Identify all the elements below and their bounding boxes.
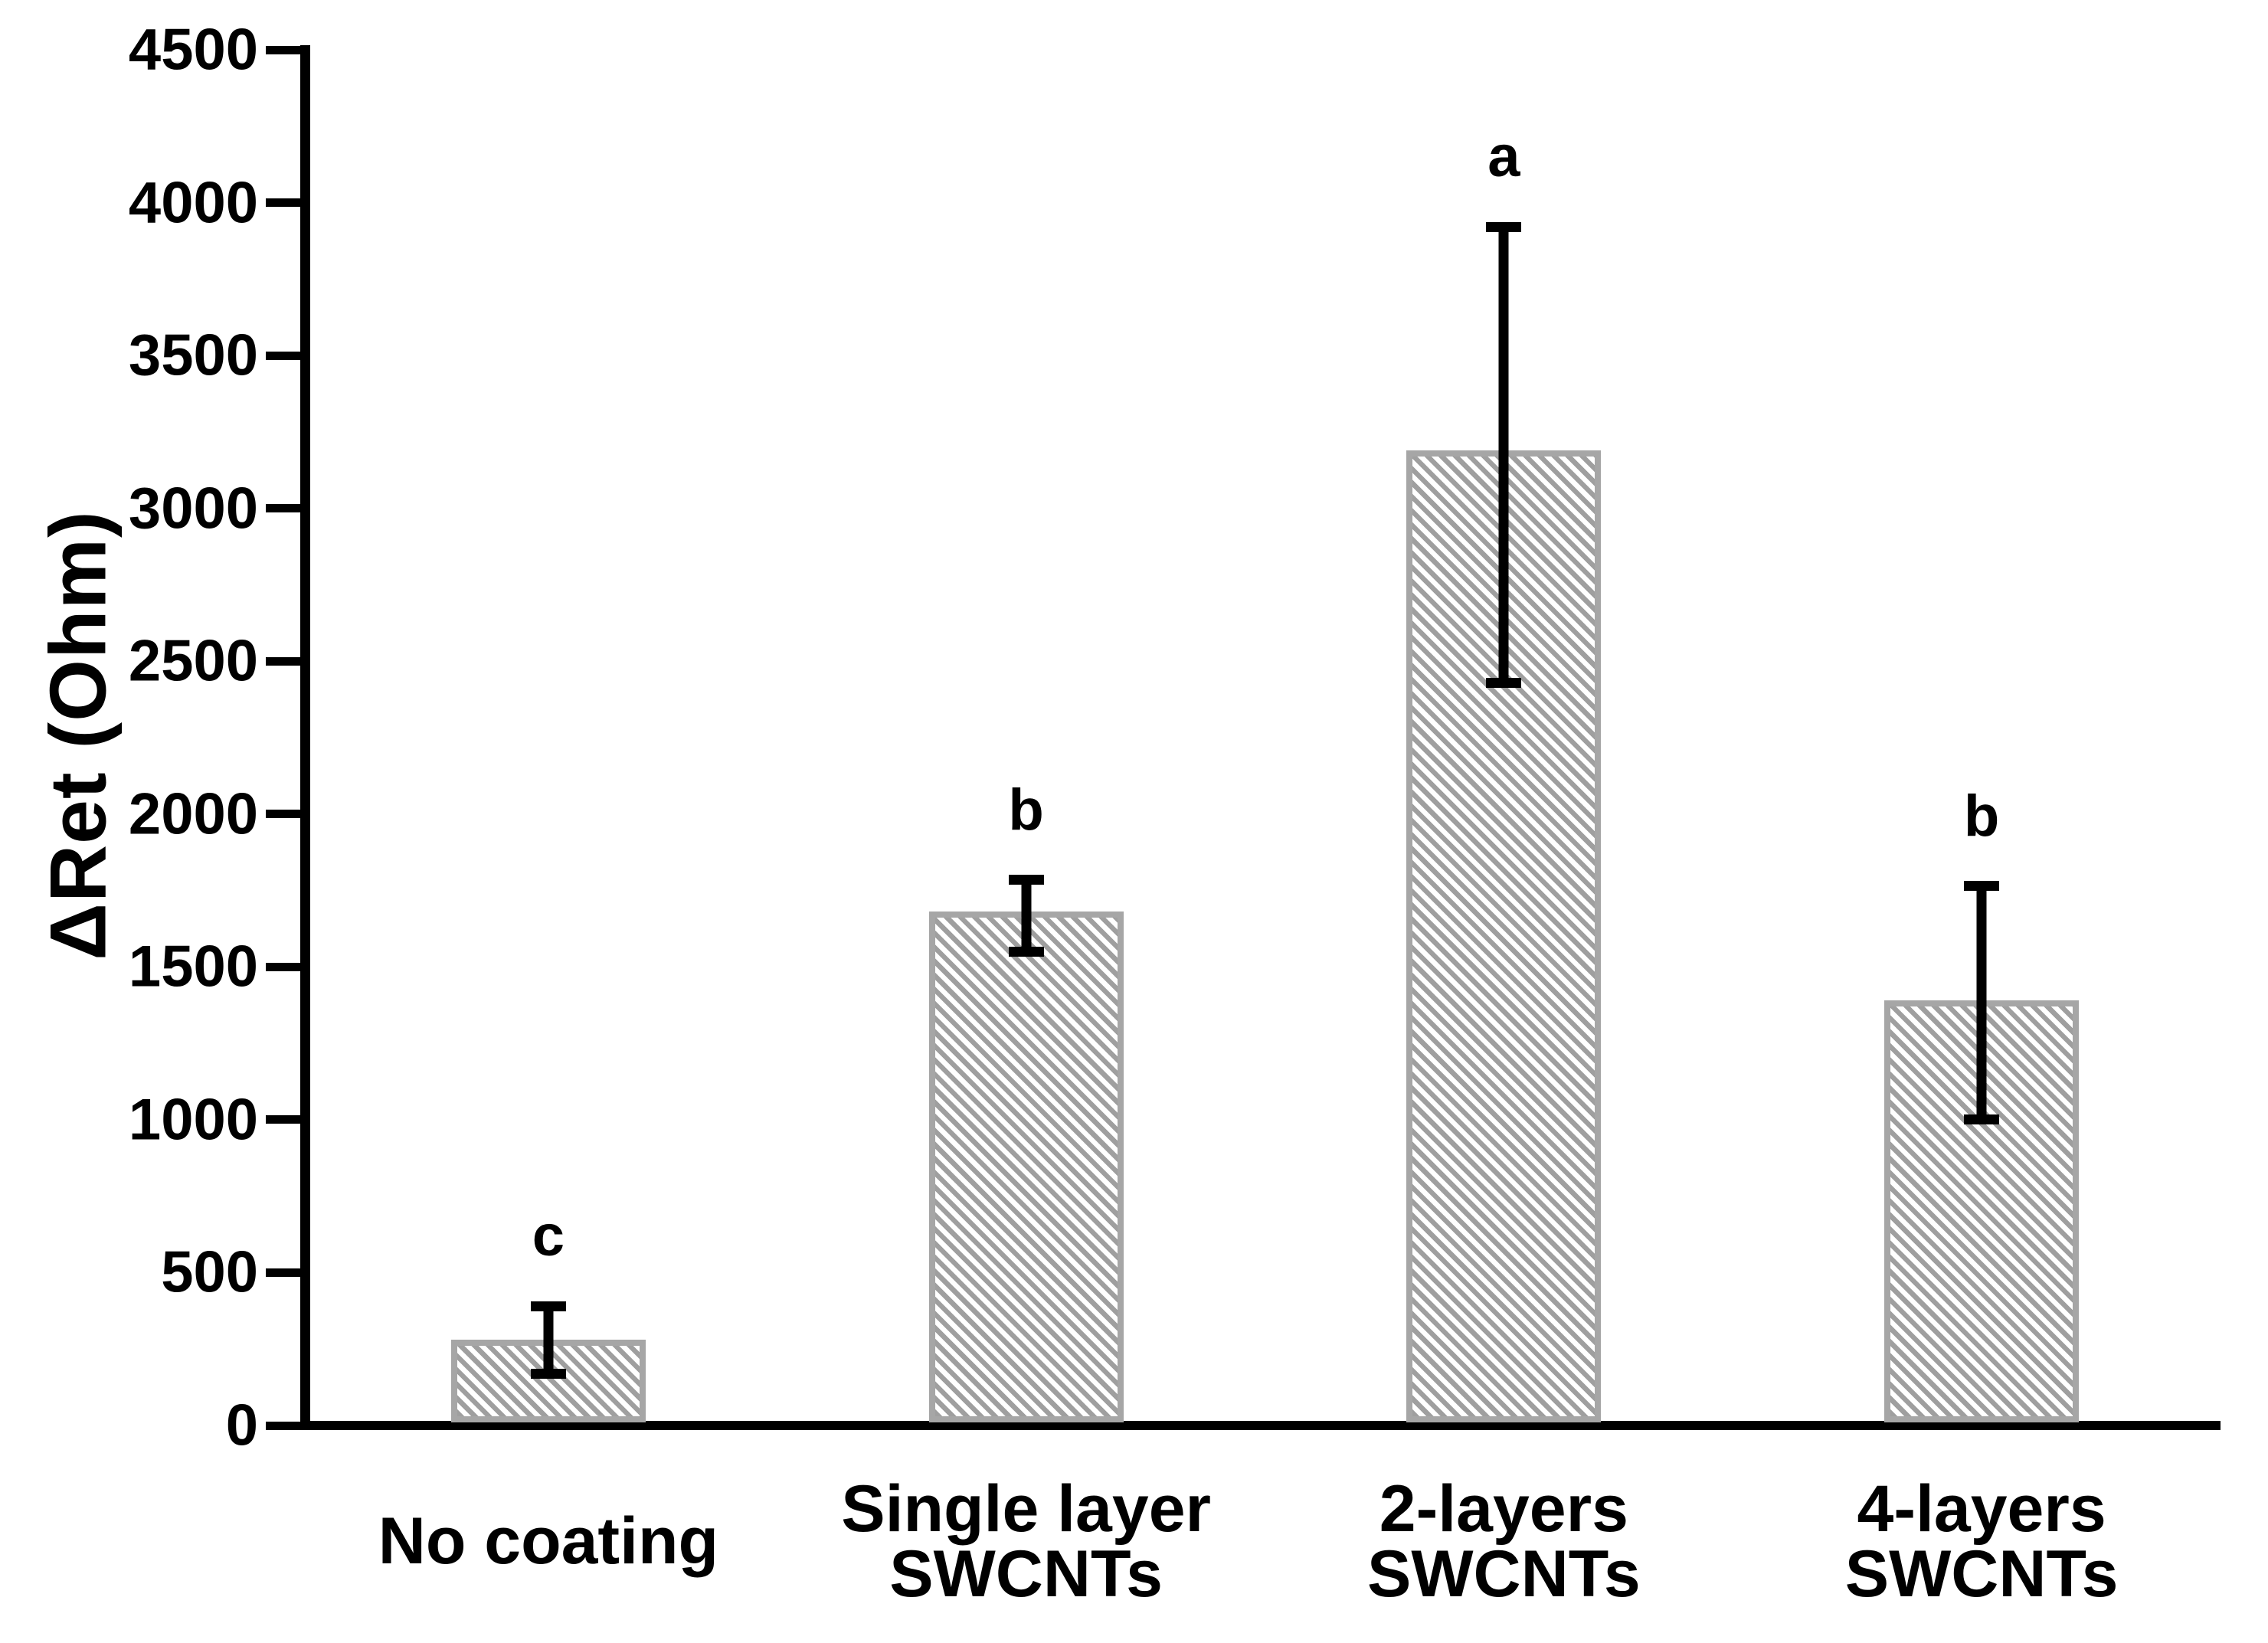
y-axis-tick-label: 1500 bbox=[128, 934, 258, 1000]
error-bar-cap-top bbox=[1486, 221, 1522, 232]
y-axis-tick-mark bbox=[266, 1115, 301, 1124]
x-axis-line bbox=[300, 1421, 2221, 1430]
x-axis-category-label-line: No coating bbox=[378, 1504, 719, 1579]
bar bbox=[928, 912, 1124, 1422]
y-axis-tick-mark bbox=[266, 810, 301, 819]
y-axis-tick-mark bbox=[266, 198, 301, 208]
y-axis-tick-label: 2000 bbox=[128, 781, 258, 847]
x-axis-category-label-line: SWCNTs bbox=[889, 1537, 1163, 1611]
error-bar-cap-bottom bbox=[530, 1368, 566, 1379]
y-axis-tick-mark bbox=[266, 351, 301, 360]
significance-letter: c bbox=[532, 1203, 565, 1269]
error-bar-cap-bottom bbox=[1486, 677, 1522, 688]
error-bar-line bbox=[1021, 879, 1032, 952]
x-axis-category-label-line: 4-layers bbox=[1857, 1472, 2106, 1546]
x-axis-category-label: No coating bbox=[378, 1467, 718, 1616]
x-axis-category-label: 2-layers SWCNTs bbox=[1367, 1467, 1641, 1616]
x-axis-category-label-line: SWCNTs bbox=[1367, 1537, 1641, 1611]
y-axis-tick-mark bbox=[266, 962, 301, 971]
y-axis-tick-mark bbox=[266, 1268, 301, 1277]
significance-letter: b bbox=[1008, 777, 1044, 843]
error-bar-cap-bottom bbox=[1964, 1114, 2000, 1125]
y-axis-tick-label: 2500 bbox=[128, 628, 258, 694]
y-axis-tick-label: 3500 bbox=[128, 322, 258, 388]
error-bar-cap-bottom bbox=[1008, 946, 1044, 957]
y-axis-tick-label: 500 bbox=[161, 1239, 258, 1305]
y-axis-tick-label: 1000 bbox=[128, 1087, 258, 1153]
y-axis-tick-label: 4500 bbox=[128, 17, 258, 83]
y-axis-title: ΔRet (Ohm) bbox=[34, 510, 123, 961]
significance-letter: b bbox=[1963, 783, 2000, 849]
x-axis-category-label: 4-layers SWCNTs bbox=[1845, 1467, 2119, 1616]
error-bar-line bbox=[1976, 885, 1987, 1120]
y-axis-tick-mark bbox=[266, 45, 301, 54]
y-axis-tick-label: 4000 bbox=[128, 170, 258, 236]
x-axis-category-label-line: SWCNTs bbox=[1844, 1537, 2119, 1611]
y-axis-line bbox=[300, 45, 310, 1429]
x-axis-category-label: Single layer SWCNTs bbox=[841, 1467, 1211, 1616]
y-axis-tick-mark bbox=[266, 504, 301, 513]
error-bar-line bbox=[543, 1306, 554, 1374]
y-axis-tick-label: 3000 bbox=[128, 476, 258, 542]
error-bar-line bbox=[1498, 227, 1509, 683]
y-axis-tick-label: 0 bbox=[225, 1393, 258, 1458]
y-axis-tick-mark bbox=[266, 656, 301, 666]
y-axis-tick-mark bbox=[266, 1421, 301, 1430]
x-axis-category-label-line: Single layer bbox=[841, 1472, 1212, 1546]
error-bar-cap-top bbox=[530, 1301, 566, 1311]
error-bar-cap-top bbox=[1964, 881, 2000, 892]
error-bar-cap-top bbox=[1008, 875, 1044, 885]
significance-letter: a bbox=[1487, 124, 1520, 190]
x-axis-category-label-line: 2-layers bbox=[1379, 1472, 1628, 1546]
